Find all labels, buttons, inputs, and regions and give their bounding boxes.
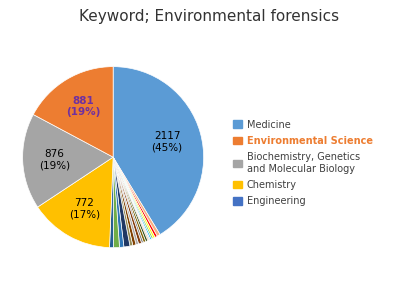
Wedge shape [113, 157, 124, 247]
Wedge shape [38, 157, 113, 248]
Legend: Medicine, Environmental Science, Biochemistry, Genetics
and Molecular Biology, C: Medicine, Environmental Science, Biochem… [231, 118, 375, 208]
Text: Keyword; Environmental forensics: Keyword; Environmental forensics [80, 9, 339, 24]
Wedge shape [113, 157, 136, 246]
Wedge shape [113, 157, 133, 246]
Wedge shape [113, 157, 119, 248]
Wedge shape [113, 157, 155, 238]
Wedge shape [113, 157, 142, 244]
Wedge shape [113, 157, 157, 237]
Wedge shape [113, 157, 152, 240]
Wedge shape [113, 157, 150, 240]
Wedge shape [113, 157, 160, 236]
Wedge shape [113, 157, 148, 242]
Wedge shape [113, 157, 130, 247]
Wedge shape [109, 157, 114, 248]
Text: 772
(17%): 772 (17%) [69, 198, 100, 219]
Wedge shape [33, 67, 113, 157]
Wedge shape [113, 67, 204, 235]
Text: 876
(19%): 876 (19%) [39, 149, 70, 171]
Wedge shape [23, 115, 113, 207]
Text: 2117
(45%): 2117 (45%) [152, 131, 183, 153]
Wedge shape [113, 157, 146, 242]
Wedge shape [113, 157, 149, 241]
Wedge shape [113, 157, 139, 245]
Text: 881
(19%): 881 (19%) [66, 96, 100, 118]
Wedge shape [113, 157, 153, 239]
Wedge shape [113, 157, 143, 243]
